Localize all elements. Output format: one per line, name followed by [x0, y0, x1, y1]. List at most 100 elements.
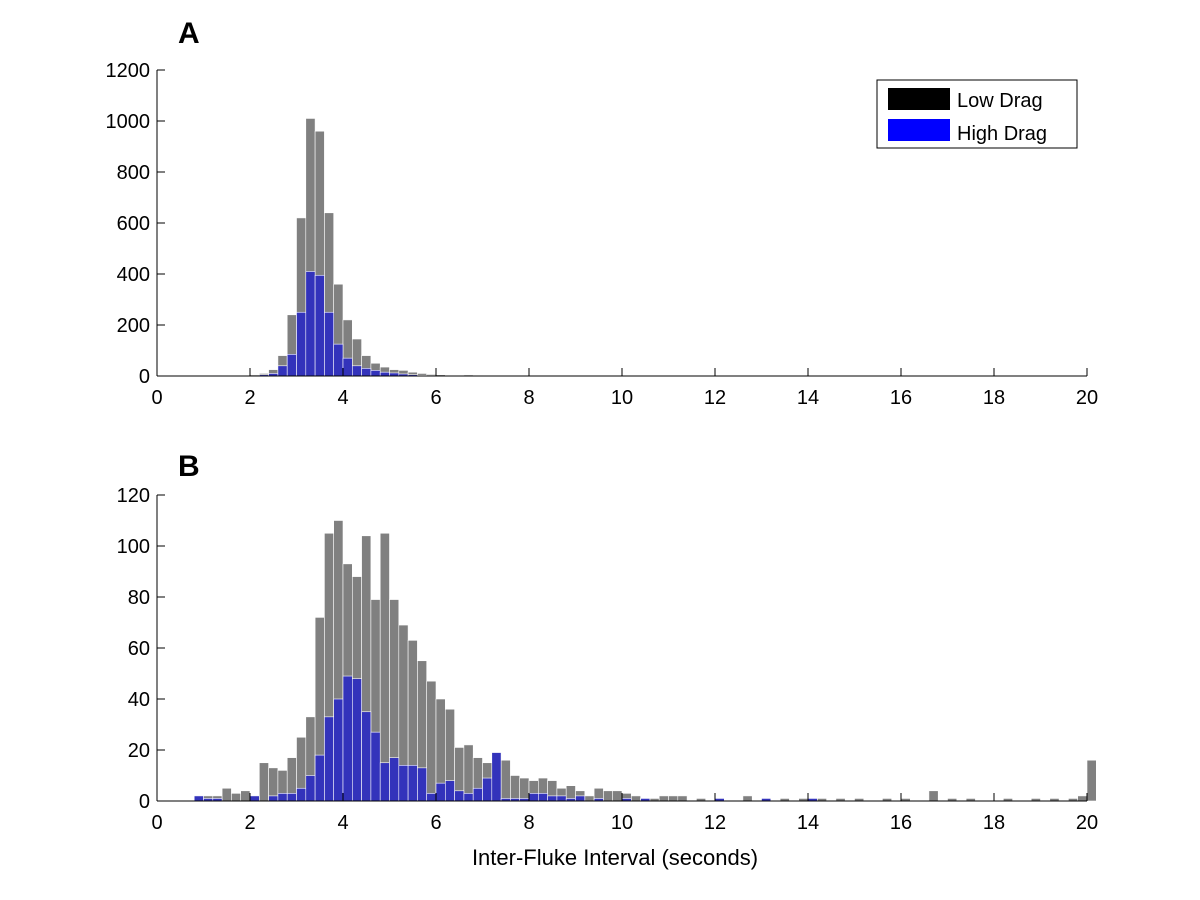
bar-high-drag [537, 793, 548, 802]
bar-high-drag [426, 793, 437, 802]
y-tick-label: 40 [128, 689, 150, 711]
bar-low-drag [1077, 795, 1088, 802]
bar-high-drag [277, 365, 288, 377]
x-tick-label: 8 [523, 387, 534, 409]
bar-low-drag [742, 795, 753, 802]
bar-high-drag [454, 790, 465, 802]
bar-high-drag [463, 793, 474, 802]
bar-high-drag [324, 716, 334, 802]
bar-high-drag [305, 775, 316, 802]
bar-low-drag [463, 744, 474, 802]
bar-low-drag [584, 795, 595, 802]
x-tick-label: 18 [983, 812, 1005, 834]
bar-low-drag [519, 777, 530, 802]
x-tick-label: 12 [704, 812, 726, 834]
bar-low-drag [240, 790, 251, 802]
bar-low-drag [231, 793, 241, 802]
bar-high-drag [193, 795, 204, 802]
bar-high-drag [286, 793, 297, 802]
bar-high-drag [379, 762, 390, 802]
y-tick-label: 1200 [106, 60, 151, 82]
bar-low-drag [258, 762, 269, 802]
y-tick-label: 400 [117, 264, 150, 286]
x-tick-label: 14 [797, 387, 819, 409]
bar-high-drag [342, 675, 353, 802]
bar-low-drag [221, 787, 232, 802]
x-tick-label: 12 [704, 387, 726, 409]
bar-high-drag [370, 370, 381, 377]
bar-high-drag [389, 757, 400, 802]
y-tick-label: 600 [117, 213, 150, 235]
bar-low-drag [1086, 759, 1097, 802]
x-tick-label: 2 [244, 812, 255, 834]
bar-high-drag [361, 711, 372, 802]
bar-high-drag [286, 354, 297, 377]
x-tick-label: 4 [337, 812, 348, 834]
bar-high-drag [491, 752, 502, 802]
bar-low-drag [379, 532, 390, 802]
y-tick-label: 0 [139, 791, 150, 813]
bar-high-drag [435, 782, 446, 802]
bar-high-drag [296, 787, 307, 802]
bar-high-drag [305, 271, 316, 377]
bar-high-drag [398, 764, 409, 802]
y-tick-label: 1000 [106, 111, 151, 133]
x-tick-label: 18 [983, 387, 1005, 409]
panel-a-bars [212, 118, 483, 377]
bar-low-drag [603, 790, 614, 802]
panel-a-label: A [178, 17, 200, 50]
bar-high-drag [277, 793, 288, 802]
bar-low-drag [630, 795, 641, 802]
bar-high-drag [333, 343, 344, 377]
bar-high-drag [351, 678, 362, 802]
legend-swatch-low-drag [888, 88, 950, 110]
panel-b-label: B [178, 450, 200, 483]
x-tick-label: 2 [244, 387, 255, 409]
bar-high-drag [370, 731, 381, 802]
y-tick-label: 800 [117, 162, 150, 184]
bar-high-drag [268, 795, 279, 802]
y-tick-label: 0 [139, 366, 150, 388]
bar-high-drag [575, 795, 586, 802]
bar-high-drag [361, 368, 372, 377]
bar-high-drag [528, 793, 539, 802]
y-tick-label: 80 [128, 587, 150, 609]
y-tick-label: 200 [117, 315, 150, 337]
bar-high-drag [472, 787, 483, 802]
legend-swatch-high-drag [888, 119, 950, 141]
bar-high-drag [417, 767, 427, 802]
bar-low-drag [500, 759, 511, 802]
bar-low-drag [677, 795, 688, 802]
legend-label-low-drag: Low Drag [957, 90, 1043, 112]
bar-low-drag [426, 680, 437, 802]
x-tick-label: 16 [890, 387, 912, 409]
bar-low-drag [668, 795, 679, 802]
x-axis-label: Inter-Fluke Interval (seconds) [472, 845, 758, 870]
bar-high-drag [351, 365, 362, 377]
bar-high-drag [324, 311, 334, 377]
x-tick-label: 20 [1076, 812, 1098, 834]
bar-high-drag [314, 754, 325, 802]
legend-label-high-drag: High Drag [957, 123, 1047, 145]
bar-high-drag [314, 274, 325, 377]
y-tick-label: 60 [128, 638, 150, 660]
bar-high-drag [556, 795, 567, 802]
bar-high-drag [296, 311, 307, 377]
bar-low-drag [658, 795, 669, 802]
bar-low-drag [612, 790, 623, 802]
x-tick-label: 4 [337, 387, 348, 409]
panel-b: B 0 2 4 6 8 10 12 14 16 18 20 0 20 40 60 80 100 120 Inter… [117, 450, 1099, 870]
x-tick-label: 10 [611, 812, 633, 834]
bar-low-drag [928, 790, 939, 802]
x-tick-label: 10 [611, 387, 633, 409]
y-tick-label: 20 [128, 740, 150, 762]
bar-high-drag [249, 795, 260, 802]
panel-b-axes: 0 2 4 6 8 10 12 14 16 18 20 0 20 40 60 80 100 120 [117, 485, 1099, 834]
y-tick-label: 100 [117, 536, 150, 558]
bar-high-drag [547, 795, 558, 802]
x-tick-label: 6 [430, 387, 441, 409]
bar-high-drag [482, 777, 493, 802]
x-tick-label: 0 [151, 812, 162, 834]
